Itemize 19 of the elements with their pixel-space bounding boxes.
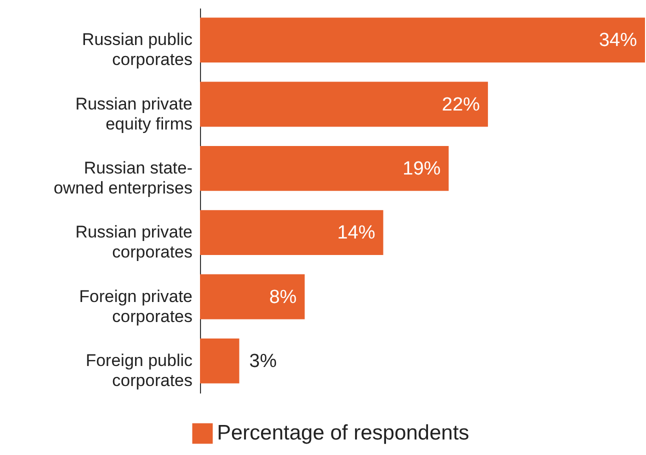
data-label: 14% xyxy=(337,222,376,244)
y-tick-label: Foreign public corporates xyxy=(86,350,193,390)
legend-label: Percentage of respondents xyxy=(217,422,470,444)
y-tick-label: Russian private equity firms xyxy=(75,94,192,134)
bar xyxy=(200,274,305,320)
y-tick-label: Russian state-owned enterprises xyxy=(54,158,192,198)
bar xyxy=(200,338,240,384)
data-label: 22% xyxy=(442,94,480,116)
y-tick-label: Russian public corporates xyxy=(82,30,193,70)
bar xyxy=(200,210,384,256)
bar xyxy=(200,18,645,63)
data-label: 34% xyxy=(598,30,638,52)
y-tick-label: Russian private corporates xyxy=(75,222,192,262)
data-label: 8% xyxy=(269,286,297,308)
bar xyxy=(200,146,449,191)
data-label: 19% xyxy=(402,158,441,180)
data-label: 3% xyxy=(249,350,277,372)
bar xyxy=(200,82,488,127)
y-tick-label: Foreign private corporates xyxy=(79,286,192,326)
